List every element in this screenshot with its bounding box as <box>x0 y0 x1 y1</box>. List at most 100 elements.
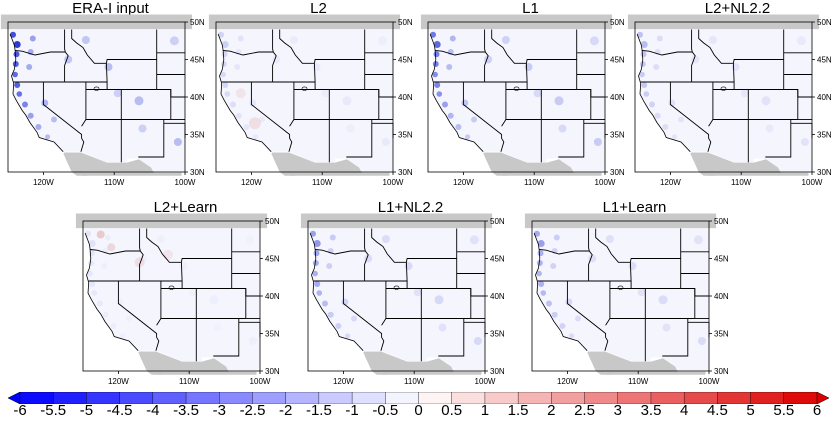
colorbar-tick-label: 3.5 <box>640 402 662 419</box>
map-plot: 50N 45N 40N 35N 30N 120W 110W 100W <box>208 14 413 187</box>
lon-tick-label: 100W <box>595 178 616 187</box>
state-border <box>371 228 407 263</box>
colorbar-tick-label: 4.5 <box>706 402 728 419</box>
colorbar-tick-label: 0 <box>414 402 423 419</box>
colorbar-tick-label: -0.5 <box>372 402 399 419</box>
panel-title: L2+Learn <box>153 199 218 216</box>
lat-tick-label: 40N <box>398 93 413 102</box>
lat-tick-label: 40N <box>490 292 505 301</box>
state-border <box>315 249 366 255</box>
map-plot: 50N 45N 40N 35N 30N 120W 110W 100W <box>75 213 280 386</box>
state-border <box>342 281 385 351</box>
land-area <box>216 29 393 172</box>
lat-tick-label: 40N <box>817 93 832 102</box>
lake-outline <box>93 86 100 91</box>
mexico-mask <box>483 152 602 176</box>
state-border <box>539 249 590 255</box>
lon-tick-label: 110W <box>404 377 425 386</box>
lat-tick-label: 45N <box>817 56 832 65</box>
lat-tick-label: 50N <box>490 217 505 226</box>
map-plot: 50N 45N 40N 35N 30N 120W 110W 100W <box>627 14 832 187</box>
baja-mask <box>483 153 508 176</box>
state-border <box>405 258 457 263</box>
baja-mask <box>63 153 88 176</box>
colorbar-tick-label: -4.5 <box>106 402 133 419</box>
lon-tick-label: 120W <box>108 377 129 386</box>
lat-tick-label: 45N <box>190 56 205 65</box>
state-border <box>558 119 585 158</box>
lat-tick-label: 50N <box>817 18 832 27</box>
state-border <box>231 288 260 297</box>
state-border <box>708 119 714 127</box>
mexico-mask <box>690 152 809 176</box>
lat-tick-label: 45N <box>714 255 729 264</box>
state-border <box>279 29 315 64</box>
map-panel-l1-nl2-2: L1+NL2.2 50N 45N 40N 35N 30N 120W 110W 100W <box>300 199 521 386</box>
state-border <box>525 59 577 64</box>
lat-tick-label: 50N <box>610 18 625 27</box>
mexico-mask <box>271 152 390 176</box>
state-border <box>156 89 185 98</box>
state-border <box>81 119 87 127</box>
lat-tick-label: 40N <box>265 292 280 301</box>
state-border <box>698 29 734 64</box>
colorbar-tick-label: -1 <box>345 402 359 419</box>
lon-tick-label: 100W <box>175 178 196 187</box>
state-border <box>501 119 507 127</box>
lat-tick-label: 45N <box>490 255 505 264</box>
state-border <box>289 119 295 127</box>
map-plot: 50N 45N 40N 35N 30N 120W 110W 100W <box>300 213 505 386</box>
state-border <box>42 82 85 152</box>
state-border <box>117 281 160 351</box>
lat-tick-label: 40N <box>714 292 729 301</box>
mexico-mask <box>363 351 482 375</box>
state-border <box>139 228 144 281</box>
colorbar-tick-label: 1.5 <box>507 402 529 419</box>
state-border <box>662 318 689 357</box>
mexico-mask <box>587 351 706 375</box>
state-border <box>609 262 632 289</box>
map-panel-era-i-input: ERA-I input 50N 45N 40N 35N 30N 120W 110W 100W <box>0 0 221 187</box>
state-border <box>484 29 489 82</box>
state-border <box>64 29 69 82</box>
anomaly-shading <box>637 31 809 146</box>
lat-tick-label: 50N <box>190 18 205 27</box>
state-border <box>732 59 784 64</box>
panel-title: ERA-I input <box>72 0 149 17</box>
lat-tick-label: 30N <box>190 168 205 177</box>
colorbar-tick-label: 1 <box>480 402 490 419</box>
colorbar-max-arrow <box>816 392 829 404</box>
baja-mask <box>690 153 715 176</box>
lon-tick-label: 110W <box>731 178 752 187</box>
coastline <box>636 33 691 152</box>
colorbar-tick-label: 2 <box>547 402 556 419</box>
lat-tick-label: 45N <box>610 56 625 65</box>
colorbar-tick-label: 4 <box>680 402 689 419</box>
anomaly-shading <box>10 31 182 146</box>
map-plot: 50N 45N 40N 35N 30N 120W 110W 100W <box>420 14 625 187</box>
colorbar-tick-label: 0.5 <box>441 402 463 419</box>
panel-title: L1 <box>522 0 539 17</box>
colorbar-tick-label: -2.5 <box>239 402 266 419</box>
state-border <box>293 63 316 90</box>
state-border <box>491 29 527 64</box>
lon-tick-label: 110W <box>524 178 545 187</box>
map-panel-l2: L2 50N 45N 40N 35N 30N 120W 110W 100W <box>208 0 429 187</box>
lon-tick-label: 120W <box>241 178 262 187</box>
colorbar-tick-label: -1.5 <box>305 402 332 419</box>
state-border <box>156 318 162 326</box>
lat-tick-label: 30N <box>610 168 625 177</box>
panel-title: L1+Learn <box>602 199 667 216</box>
baja-mask <box>363 352 388 375</box>
state-border <box>629 258 681 263</box>
lat-tick-label: 35N <box>490 330 505 339</box>
colorbar-tick-label: 2.5 <box>574 402 595 419</box>
state-border <box>160 262 183 289</box>
state-border <box>346 119 373 158</box>
panel-title: L2 <box>310 0 327 17</box>
state-border <box>180 258 232 263</box>
state-border <box>642 50 693 56</box>
state-border <box>691 29 696 82</box>
lat-tick-label: 35N <box>817 131 832 140</box>
colorbar: -6 -5.5 -5 -4.5 -4 -3.5 -3 -2.5 -2 -1.5 -1 -0.5 0 0.5… <box>8 392 829 422</box>
